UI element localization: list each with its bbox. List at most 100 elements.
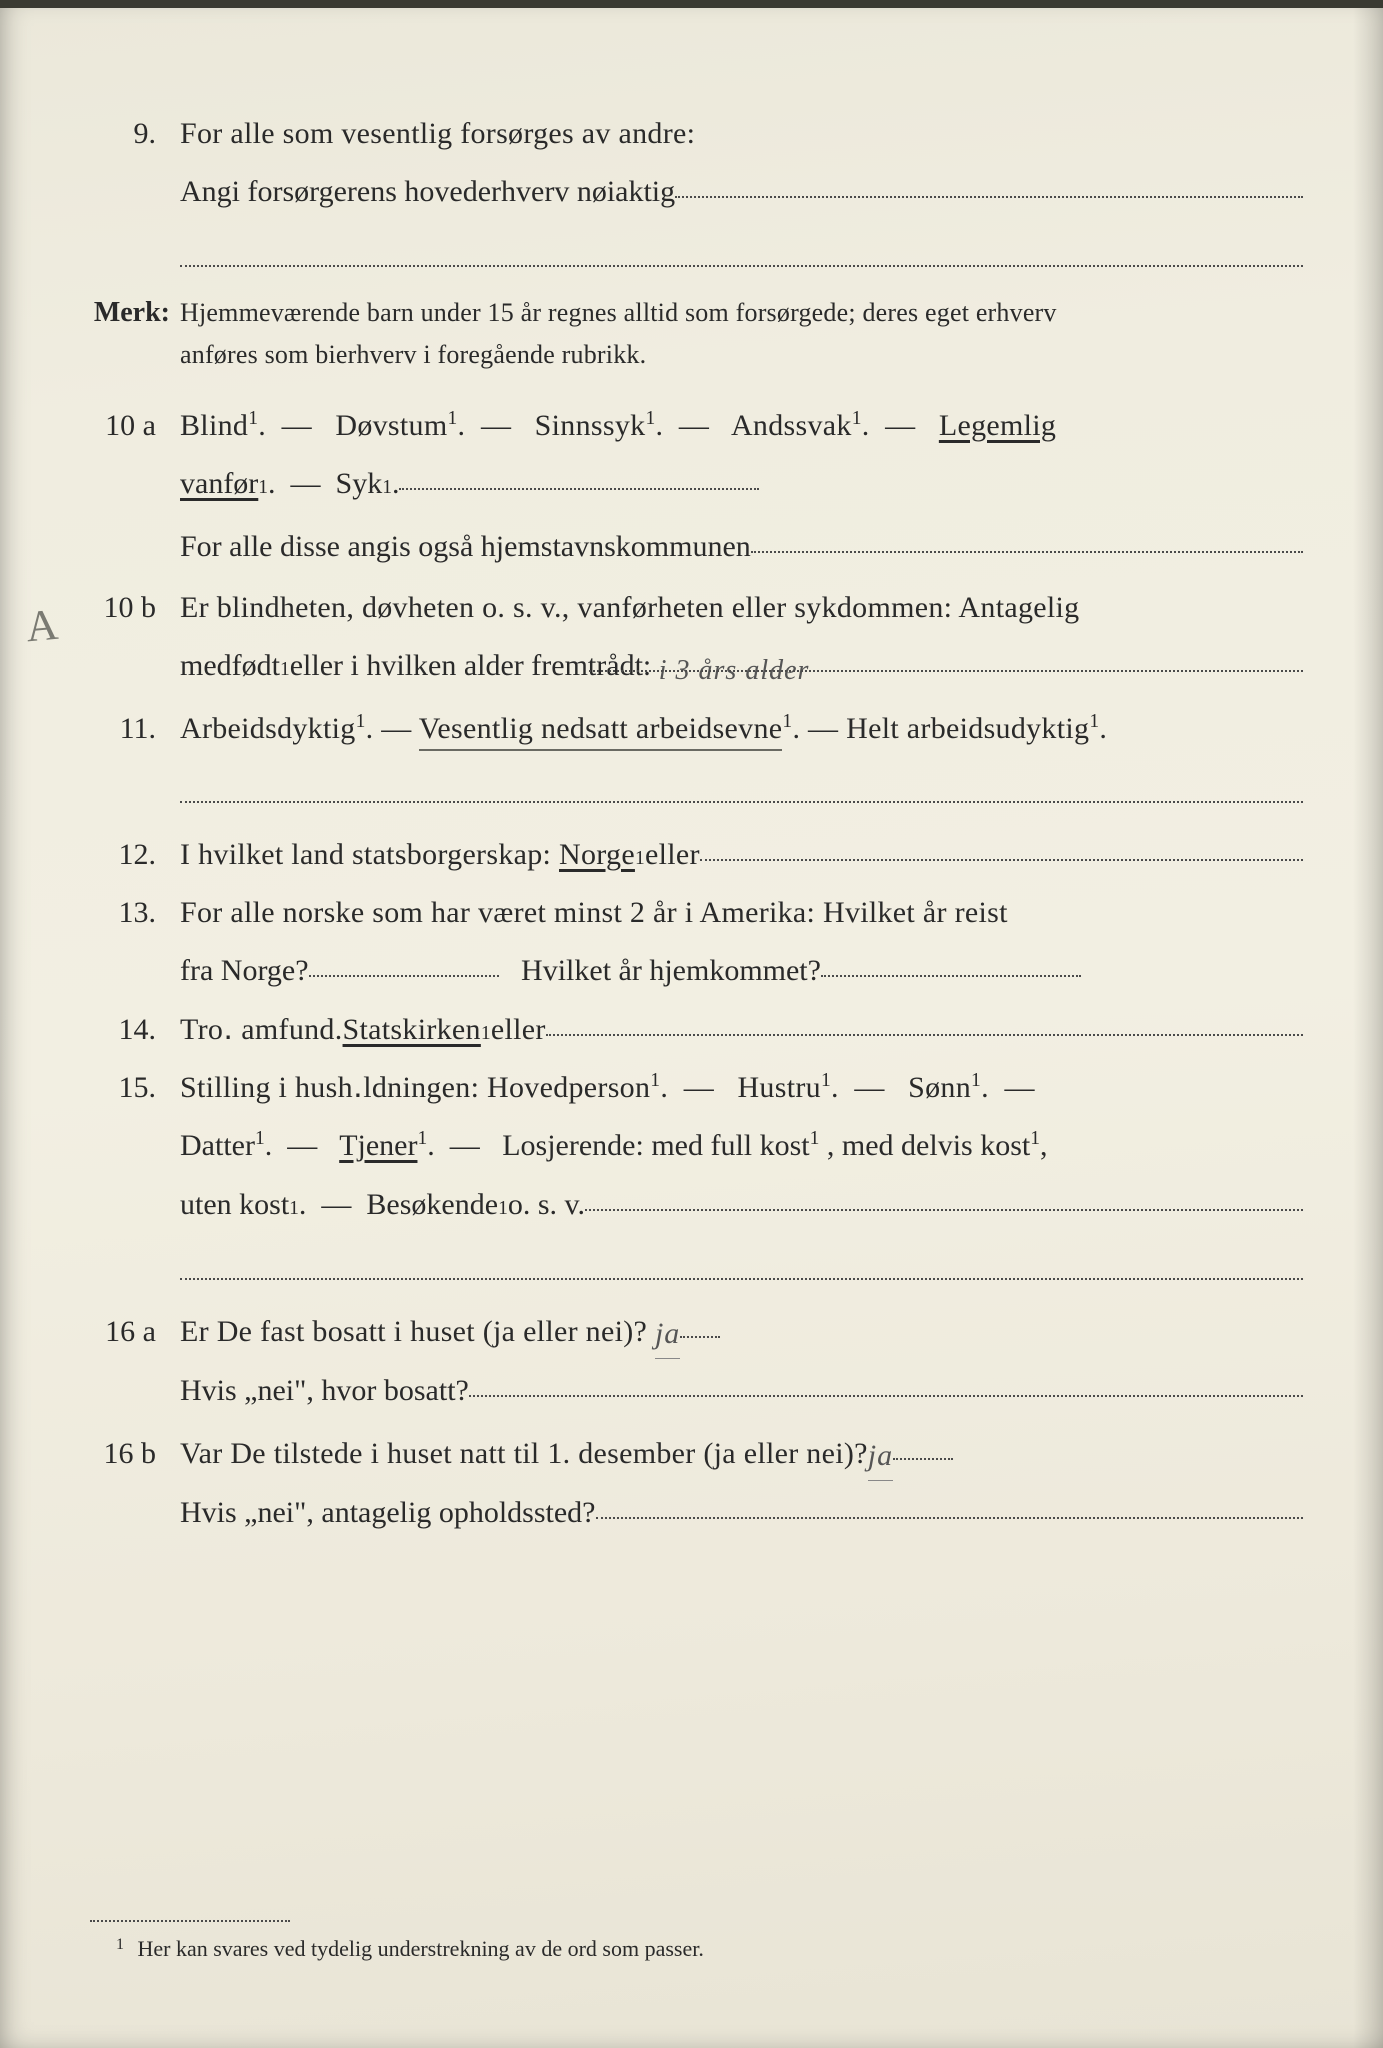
- q9-text1: For alle som vesentlig forsørges av andr…: [180, 110, 1303, 158]
- q13-blank2[interactable]: [821, 945, 1081, 977]
- q16b-blank1[interactable]: [893, 1428, 953, 1460]
- q15-losjerende-delvis[interactable]: , med delvis kost: [827, 1129, 1030, 1162]
- q16a-row2: Hvis „nei", hvor bosatt?: [180, 1365, 1303, 1416]
- q12-blank[interactable]: [700, 829, 1303, 861]
- q14-opt-statskirken[interactable]: Statskirken: [343, 1006, 481, 1054]
- q13-blank1[interactable]: [309, 945, 499, 977]
- q15-blank[interactable]: [585, 1179, 1303, 1211]
- q16b-blank2[interactable]: [596, 1487, 1304, 1519]
- q13-row1: 13. For alle norske som har været minst …: [90, 889, 1303, 937]
- q10a-blank3[interactable]: [751, 521, 1303, 553]
- q10a-options: Blind1. — Døvstum1. — Sinnssyk1. — Andss…: [180, 402, 1303, 450]
- q12-row: 12. I hvilket land statsborgerskap: Norg…: [90, 831, 1303, 879]
- q11-blank-line[interactable]: [180, 779, 1303, 803]
- q16b-row1: 16 b Var De tilstede i huset natt til 1.…: [90, 1430, 1303, 1479]
- q10a-opt-andssvak[interactable]: Andssvak: [731, 409, 852, 442]
- q10a-opt-legemlig[interactable]: Legemlig: [939, 409, 1056, 442]
- q15-row3: uten kost1. — Besøkende1 o. s. v.: [180, 1179, 1303, 1230]
- q10b-row1: 10 b Er blindheten, døvheten o. s. v., v…: [90, 584, 1303, 632]
- q14-text-b: eller: [491, 1006, 546, 1054]
- q14-content: Tro⁠․ a⁠mfund. Statskirken1 eller: [180, 1006, 1303, 1054]
- q14-blank[interactable]: [546, 1004, 1303, 1036]
- q14-text-a: Tro⁠․ a⁠mfund.: [180, 1006, 343, 1054]
- margin-pencil-mark: A: [24, 599, 60, 653]
- merk-text2: anføres som bierhverv i foregående rubri…: [180, 340, 646, 369]
- q16a-row1: 16 a Er De fast bosatt i huset (ja eller…: [90, 1308, 1303, 1357]
- q11-opt2-selected[interactable]: Vesentlig nedsatt arbeidsevne: [419, 712, 783, 745]
- q10b-number: 10 b: [90, 584, 180, 632]
- q15-uten-kost[interactable]: uten kost: [180, 1179, 289, 1230]
- merk-text1: Hjemmeværende barn under 15 år regnes al…: [180, 298, 1057, 327]
- q16a-answer: ja: [655, 1310, 680, 1359]
- q15-opt-tjener-selected[interactable]: Tjener: [339, 1129, 417, 1162]
- q15-besokende[interactable]: Besøkende: [366, 1179, 498, 1230]
- q10a-row1: 10 a Blind1. — Døvstum1. — Sinnssyk1. — …: [90, 402, 1303, 450]
- merk-text: Hjemmeværende barn under 15 år regnes al…: [180, 292, 1303, 375]
- q10a-blank[interactable]: [399, 458, 759, 490]
- footnote-rule: [90, 1920, 290, 1922]
- q16b-row2: Hvis „nei", antagelig opholdssted?: [180, 1487, 1303, 1538]
- q9-blank[interactable]: [675, 166, 1303, 198]
- q14-row: 14. Tro⁠․ a⁠mfund. Statskirken1 eller: [90, 1006, 1303, 1054]
- q10a-opt-dovstum[interactable]: Døvstum: [335, 409, 447, 442]
- q16a-blank2[interactable]: [469, 1365, 1303, 1397]
- q10a-opt-vanfor[interactable]: vanfør: [180, 458, 258, 509]
- q16b-content: Var De tilstede i huset natt til 1. dese…: [180, 1430, 1303, 1479]
- footnote-text: Her kan svares ved tydelig understreknin…: [138, 1936, 704, 1961]
- q9-text2: Angi forsørgerens hovederhverv nøiaktig: [180, 166, 675, 217]
- q10a-opt-sinnssyk[interactable]: Sinnssyk: [535, 409, 646, 442]
- q15-opt-hustru[interactable]: Hustru: [737, 1071, 820, 1104]
- q16b-text1: Var De tilstede i huset natt til 1. dese…: [180, 1430, 868, 1478]
- q15-osv: o. s. v.: [508, 1179, 585, 1230]
- q15-opt-datter[interactable]: Datter: [180, 1129, 255, 1162]
- q15-losjerende-full[interactable]: Losjerende: med full kost: [502, 1129, 809, 1162]
- q15-blank-line[interactable]: [180, 1256, 1303, 1280]
- q9-blank-line[interactable]: [180, 243, 1303, 267]
- q12-text-b: eller: [645, 831, 700, 879]
- q9-number: 9.: [90, 110, 180, 158]
- q12-opt-norge[interactable]: Norge: [559, 831, 635, 879]
- q16a-content: Er De fast bosatt i huset (ja eller nei)…: [180, 1308, 1303, 1357]
- q15-line1: Stilling i hush⁠․ldningen: Hovedperson1.…: [180, 1064, 1303, 1112]
- footnote: 1 Her kan svares ved tydelig understrekn…: [116, 1936, 704, 1962]
- q10a-number: 10 a: [90, 402, 180, 450]
- footnote-num: 1: [116, 1936, 124, 1953]
- q13-text1: For alle norske som har været minst 2 år…: [180, 889, 1303, 937]
- q9-row1: 9. For alle som vesentlig forsørges av a…: [90, 110, 1303, 158]
- q16b-text2: Hvis „nei", antagelig opholdssted?: [180, 1487, 596, 1538]
- q13-row2: fra Norge? Hvilket år hjemkommet?: [180, 945, 1303, 996]
- q16b-answer: ja: [868, 1432, 893, 1481]
- q15-opt-sonn[interactable]: Sønn: [908, 1071, 971, 1104]
- q12-number: 12.: [90, 831, 180, 879]
- merk-row: Merk: Hjemmeværende barn under 15 år reg…: [90, 291, 1303, 375]
- q16a-text1: Er De fast bosatt i huset (ja eller nei)…: [180, 1308, 647, 1356]
- q10b-text1: Er blindheten, døvheten o. s. v., vanfør…: [180, 584, 1303, 632]
- q10a-text3: For alle disse angis også hjemstavnskomm…: [180, 521, 751, 572]
- q10a-opt-syk[interactable]: Syk: [336, 458, 383, 509]
- q15-row1: 15. Stilling i hush⁠․ldningen: Hovedpers…: [90, 1064, 1303, 1112]
- q12-text-a: I hvilket land statsborgerskap:: [180, 831, 551, 879]
- q12-content: I hvilket land statsborgerskap: Norge1 e…: [180, 831, 1303, 879]
- q16b-number: 16 b: [90, 1430, 180, 1478]
- q16a-blank1[interactable]: [680, 1306, 720, 1338]
- q15-row2: Datter1. — Tjener1. — Losjerende: med fu…: [180, 1120, 1303, 1171]
- q11-options: Arbeidsdyktig1. — Vesentlig nedsatt arbe…: [180, 705, 1303, 753]
- q11-row: 11. Arbeidsdyktig1. — Vesentlig nedsatt …: [90, 705, 1303, 753]
- q11-opt3[interactable]: Helt arbeidsudyktig: [846, 712, 1089, 745]
- q10b-row2: medfødt1 eller i hvilken alder fremtrådt…: [180, 640, 1303, 691]
- q10b-blank[interactable]: [589, 640, 1303, 672]
- q15-opt-hovedperson[interactable]: Stilling i hush⁠․ldningen: Hovedperson: [180, 1071, 650, 1104]
- q14-number: 14.: [90, 1006, 180, 1054]
- q10a-row2: vanfør1. — Syk1.: [180, 458, 1303, 509]
- q10a-row3: For alle disse angis også hjemstavnskomm…: [180, 521, 1303, 572]
- q11-number: 11.: [90, 705, 180, 753]
- census-form-page: 9. For alle som vesentlig forsørges av a…: [0, 0, 1383, 2048]
- q16a-text2: Hvis „nei", hvor bosatt?: [180, 1365, 469, 1416]
- q13-text2b: Hvilket år hjemkommet?: [521, 945, 821, 996]
- q10b-medfodt[interactable]: medfødt: [180, 640, 280, 691]
- q10a-opt-blind[interactable]: Blind: [180, 409, 248, 442]
- q11-opt1[interactable]: Arbeidsdyktig: [180, 712, 356, 745]
- q9-row2: Angi forsørgerens hovederhverv nøiaktig: [180, 166, 1303, 217]
- q16a-number: 16 a: [90, 1308, 180, 1356]
- q13-number: 13.: [90, 889, 180, 937]
